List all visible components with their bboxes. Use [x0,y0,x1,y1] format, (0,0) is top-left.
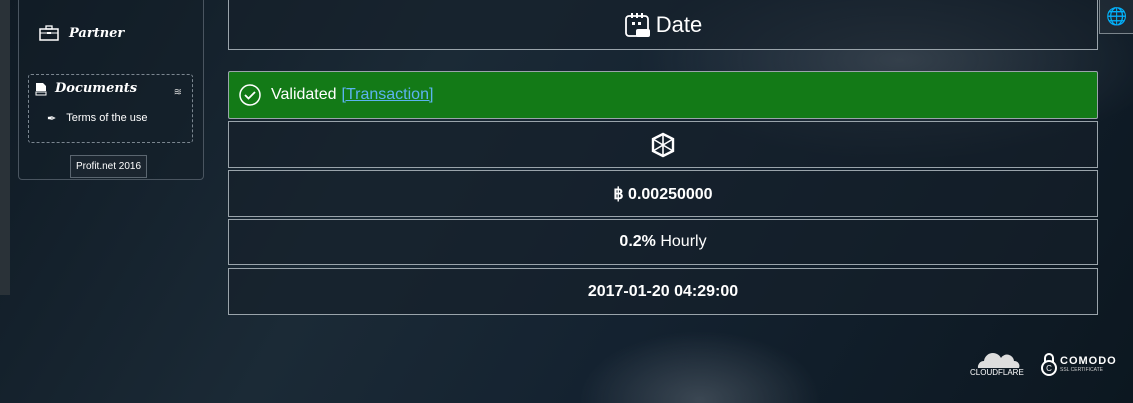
page-title: Date [655,12,703,37]
left-edge-strip [0,0,10,295]
transaction-link[interactable]: [Transaction] [341,86,434,103]
sidebar-item-partner[interactable]: Partner [39,25,124,41]
amount-value: ฿ 0.00250000 [613,185,713,203]
documents-label: Documents [55,81,138,96]
rate-value: 0.2% [619,233,656,250]
check-circle-icon [239,84,261,106]
comodo-subtext: SSL CERTIFICATE [1060,367,1103,373]
amount-panel: ฿ 0.00250000 [228,170,1098,217]
status-banner: Validated [Transaction] [228,71,1098,119]
briefcase-icon [39,25,59,41]
quill-icon: ✒ [47,113,57,125]
svg-text:C: C [1046,364,1052,373]
documents-section: Documents ≋ ✒ Terms of the use [28,74,193,143]
globe-pin-icon: 🌐 [1106,6,1128,26]
comodo-logo: C COMODO SSL CERTIFICATE [1041,352,1117,376]
terms-label: Terms of the use [66,112,148,124]
stack-icon: ≋ [173,87,182,98]
status-text: Validated [271,86,337,103]
rate-panel: 0.2% Hourly [228,219,1098,265]
comodo-text: COMODO [1060,355,1117,367]
sidebar: Partner Documents ≋ ✒ Terms of the use P… [18,0,204,180]
cloudflare-text: CLOUDFLARE [970,368,1024,377]
block-panel [228,121,1098,168]
cloud-icon [977,353,1020,368]
document-icon [35,82,47,95]
sidebar-item-label: Partner [69,25,125,41]
documents-header[interactable]: Documents [35,81,137,96]
cloudflare-logo: CLOUDFLARE [970,352,1024,377]
datetime-panel: 2017-01-20 04:29:00 [228,268,1098,315]
datetime-value: 2017-01-20 04:29:00 [587,282,739,300]
date-header-panel: Date [228,0,1098,50]
copyright-badge: Profit.net 2016 [70,155,148,178]
cube-icon [651,132,675,157]
calendar-clock-icon [624,13,650,37]
sidebar-item-terms[interactable]: ✒ Terms of the use [47,112,148,125]
lock-icon: C [1041,353,1057,376]
language-button[interactable]: 🌐 [1099,0,1133,34]
rate-period: Hourly [660,233,707,250]
